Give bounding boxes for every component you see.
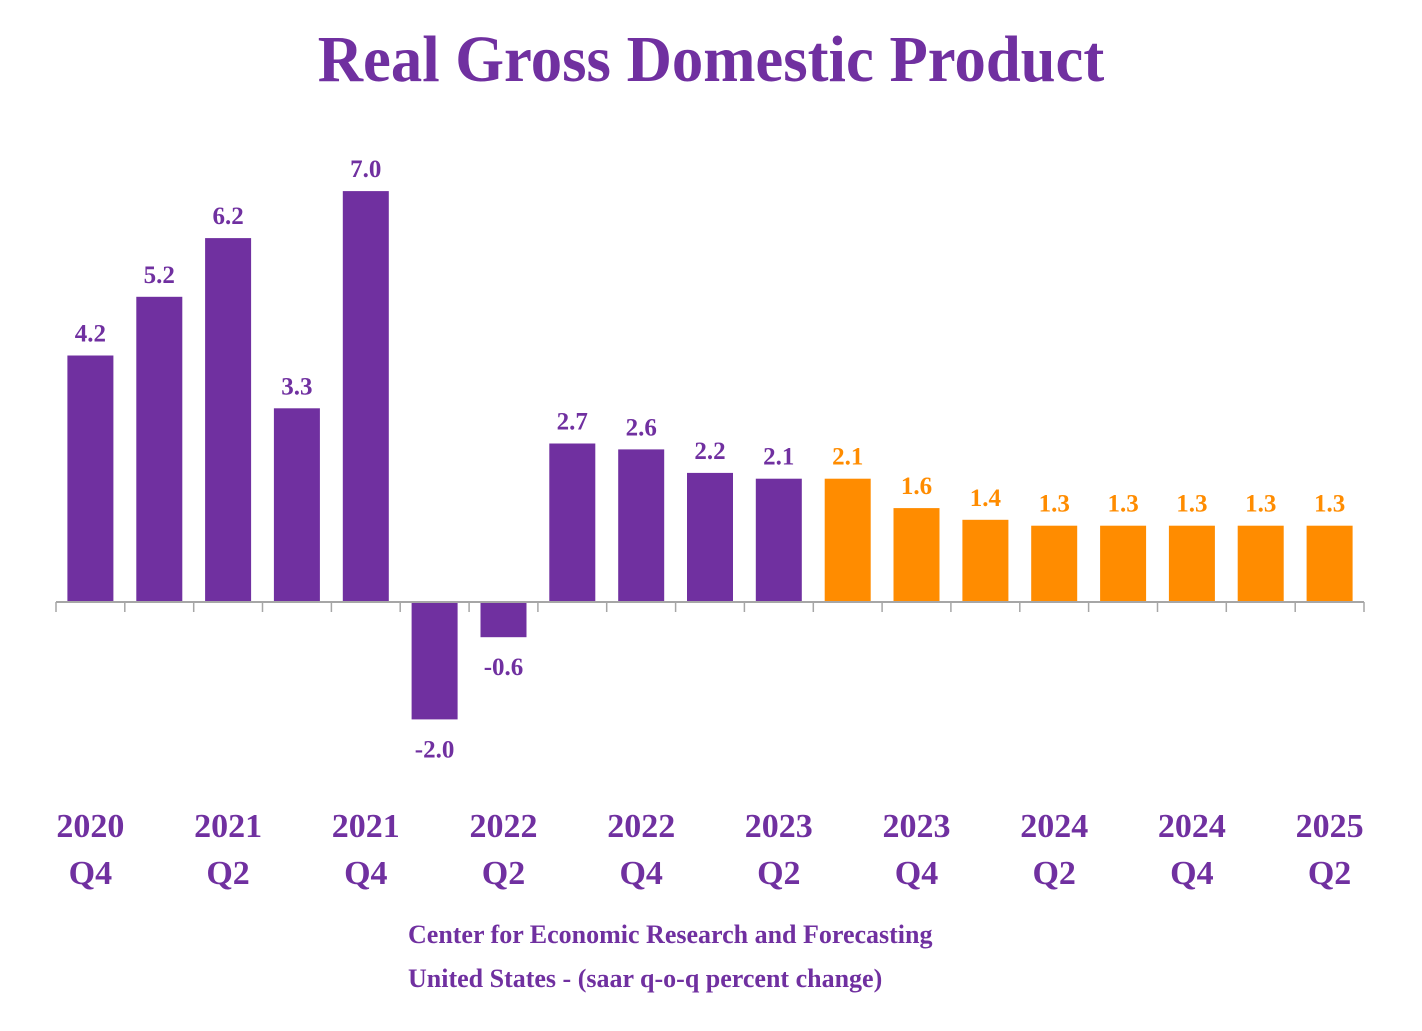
bar-2025-q2 bbox=[1306, 525, 1353, 602]
value-label: 2.2 bbox=[694, 438, 725, 465]
value-label: 3.3 bbox=[281, 373, 312, 400]
tick-label-quarter: Q2 bbox=[206, 855, 249, 892]
tick-label-quarter: Q4 bbox=[1170, 855, 1213, 892]
tick-label-year: 2023 bbox=[745, 808, 813, 845]
bar-2023-q2 bbox=[755, 478, 802, 602]
value-label: 2.7 bbox=[557, 409, 588, 436]
bar-2024-q3 bbox=[1100, 525, 1147, 602]
value-labels-layer: 4.2 5.2 6.2 3.3 7.0 -2.0 -0.6 2.7 2.6 2.2 2.1 2.1 1.… bbox=[75, 156, 1345, 763]
bar-2025-q1 bbox=[1237, 525, 1284, 602]
bar-2020-q4 bbox=[67, 355, 114, 602]
value-label: -0.6 bbox=[484, 654, 524, 681]
tick-labels-layer: 2020 Q4 2021 Q2 2021 Q4 2022 Q2 2022 Q4 2023 Q2 2023… bbox=[56, 808, 1363, 892]
bar-2021-q1 bbox=[136, 296, 183, 602]
tick-label-year: 2024 bbox=[1158, 808, 1226, 845]
value-label: 5.2 bbox=[144, 262, 175, 289]
tick-label-year: 2022 bbox=[470, 808, 538, 845]
value-label: 1.6 bbox=[901, 473, 932, 500]
tick-label-year: 2021 bbox=[332, 808, 400, 845]
value-label: 1.3 bbox=[1176, 491, 1207, 518]
source-label: Center for Economic Research and Forecas… bbox=[408, 920, 933, 949]
bar-2023-q3 bbox=[824, 478, 871, 602]
tick-label-quarter: Q2 bbox=[482, 855, 525, 892]
tick-label-year: 2023 bbox=[883, 808, 951, 845]
value-label: 1.4 bbox=[970, 485, 1002, 512]
tick-label-quarter: Q4 bbox=[619, 855, 662, 892]
bar-2021-q3 bbox=[273, 408, 320, 602]
value-label: 2.6 bbox=[626, 414, 657, 441]
tick-label-quarter: Q4 bbox=[895, 855, 938, 892]
bar-2022-q4 bbox=[618, 449, 665, 602]
bar-2023-q4 bbox=[893, 508, 940, 602]
value-label: 1.3 bbox=[1314, 491, 1345, 518]
value-label: 6.2 bbox=[212, 203, 243, 230]
tick-label-quarter: Q2 bbox=[1032, 855, 1075, 892]
chart-title: Real Gross Domestic Product bbox=[317, 23, 1105, 96]
bar-2022-q3 bbox=[549, 443, 596, 602]
bar-2024-q4 bbox=[1168, 525, 1215, 602]
tick-label-quarter: Q4 bbox=[69, 855, 112, 892]
value-label: 2.1 bbox=[832, 444, 863, 471]
value-label: 7.0 bbox=[350, 156, 381, 183]
value-label: 1.3 bbox=[1245, 491, 1276, 518]
bar-2023-q1 bbox=[687, 472, 733, 602]
bar-2022-q2 bbox=[480, 602, 527, 638]
tick-label-year: 2024 bbox=[1020, 808, 1088, 845]
bar-2024-q1 bbox=[962, 519, 1009, 602]
bar-2021-q4 bbox=[342, 191, 389, 602]
bar-2022-q1 bbox=[411, 602, 458, 720]
x-axis bbox=[55, 601, 1365, 612]
tick-label-year: 2025 bbox=[1296, 808, 1364, 845]
bars-layer bbox=[67, 191, 1353, 720]
value-label: 4.2 bbox=[75, 321, 106, 348]
tick-label-year: 2022 bbox=[607, 808, 675, 845]
bar-2024-q2 bbox=[1031, 525, 1078, 602]
tick-label-quarter: Q2 bbox=[757, 855, 800, 892]
bar-2021-q2 bbox=[205, 238, 252, 602]
tick-label-year: 2020 bbox=[56, 808, 124, 845]
value-label: -2.0 bbox=[415, 736, 455, 763]
value-label: 1.3 bbox=[1039, 491, 1070, 518]
value-label: 2.1 bbox=[763, 444, 794, 471]
tick-label-quarter: Q4 bbox=[344, 855, 387, 892]
units-label: United States - (saar q-o-q percent chan… bbox=[408, 964, 883, 993]
tick-label-quarter: Q2 bbox=[1308, 855, 1351, 892]
tick-label-year: 2021 bbox=[194, 808, 262, 845]
value-label: 1.3 bbox=[1107, 491, 1138, 518]
